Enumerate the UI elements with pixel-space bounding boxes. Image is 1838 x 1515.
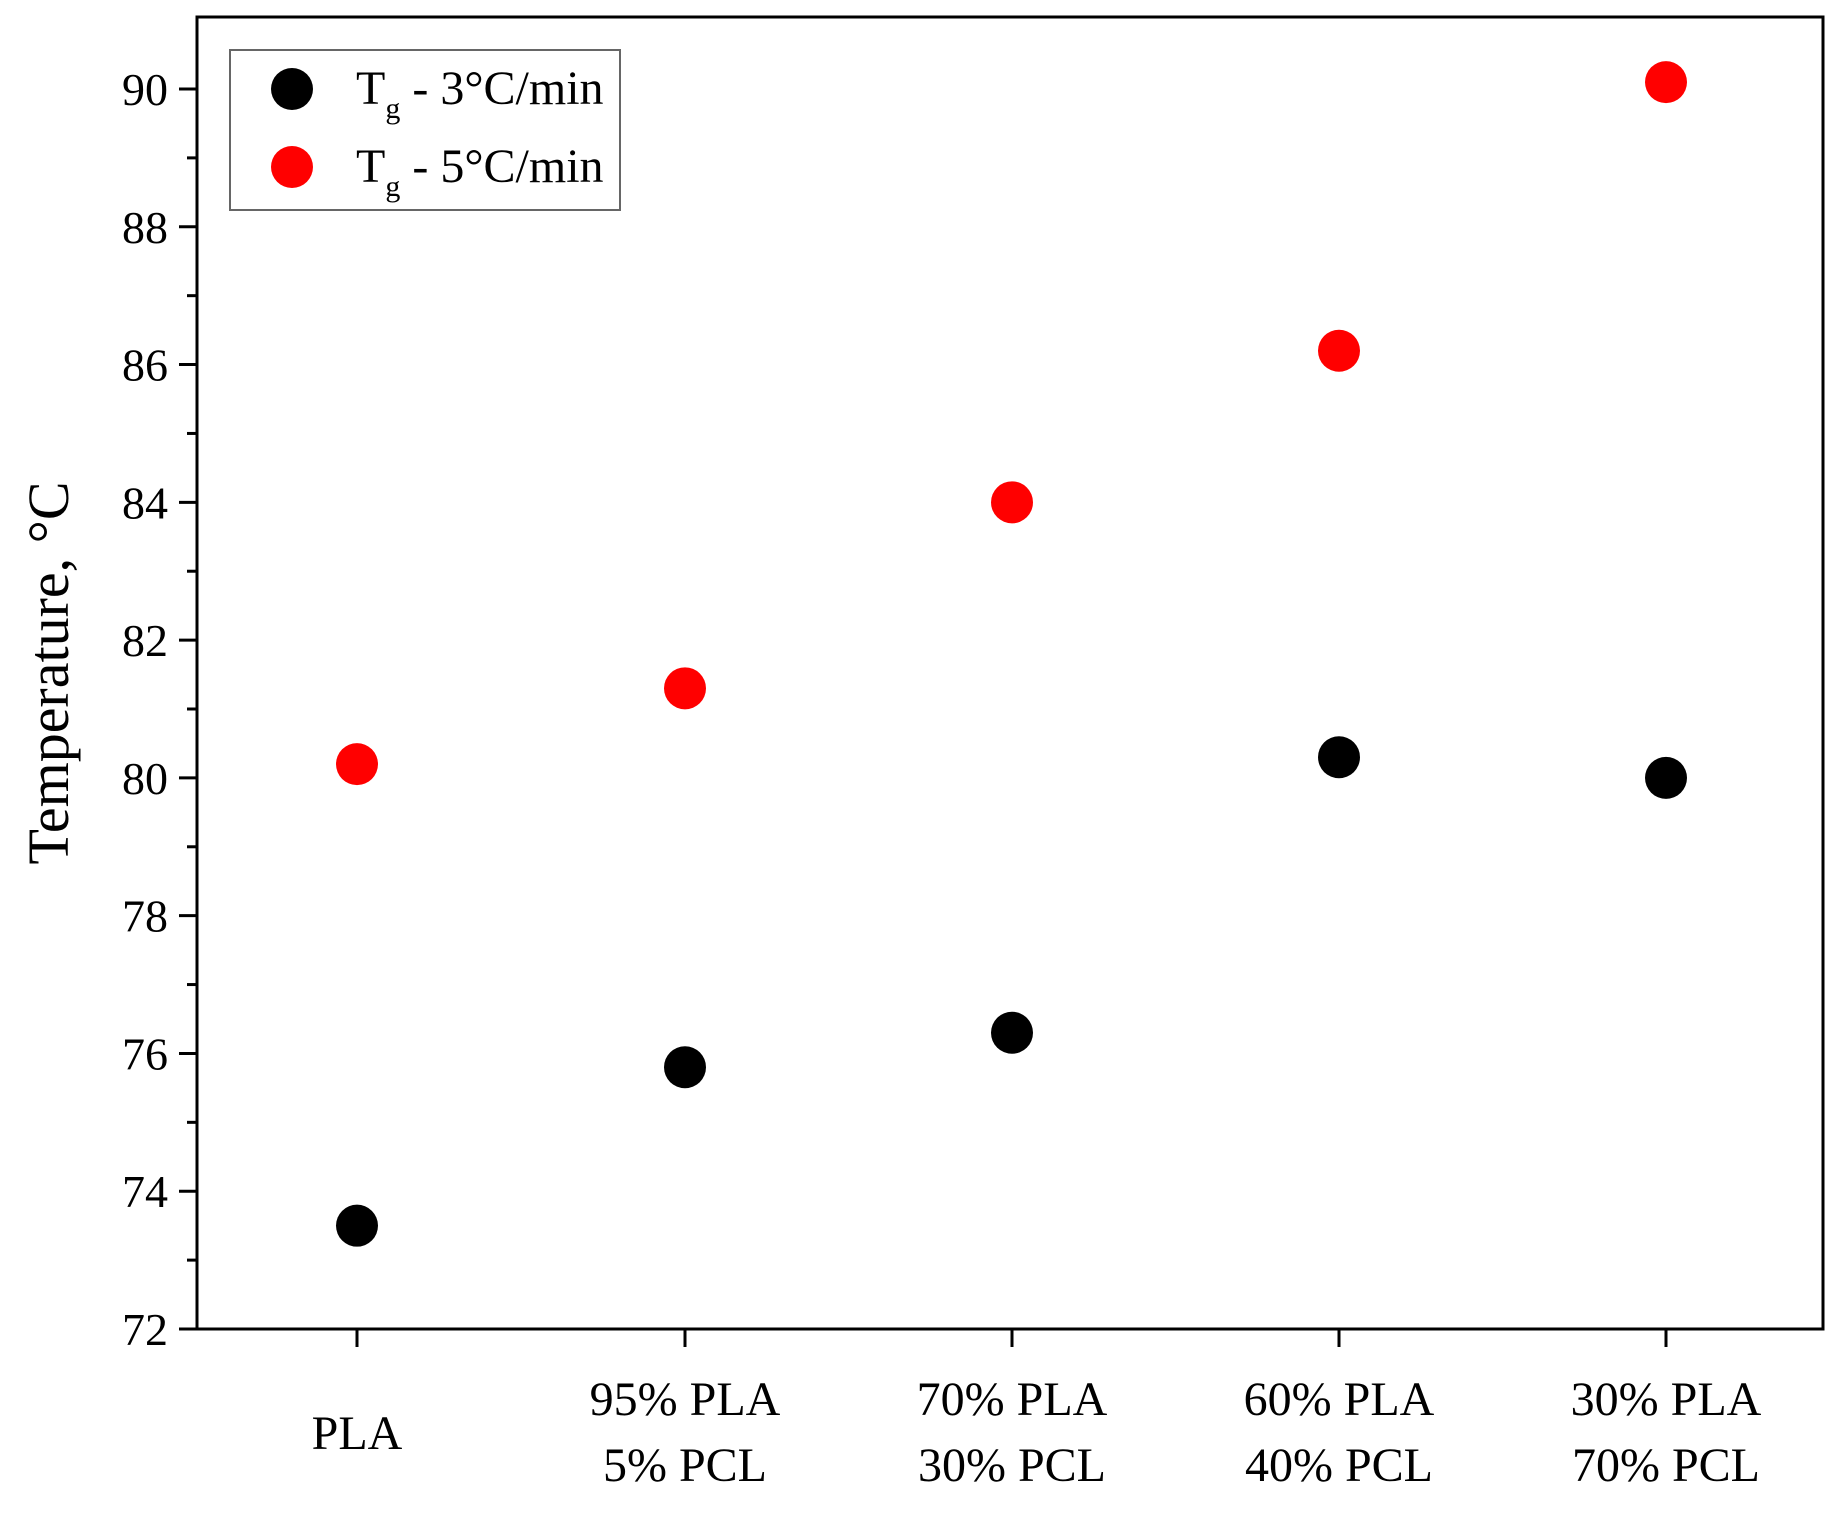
- legend-label-main: T: [356, 62, 385, 115]
- plot-frame: [195, 15, 1825, 1331]
- x-axis: PLA 95% PLA 5% PCL 70% PLA 30% PCL 60% PLA 40%…: [312, 1329, 1762, 1492]
- legend-label-rest: - 3°C/min: [400, 62, 603, 115]
- legend-label-sub: g: [385, 92, 400, 125]
- data-point-series-1: [1645, 756, 1687, 799]
- legend: Tg - 3°C/min Tg - 5°C/min: [229, 49, 621, 211]
- y-axis: 72 74 76 78 80 82 84 86 88 90: [122, 64, 197, 1355]
- y-tick-label: 76: [122, 1028, 168, 1079]
- x-category-label: 70% PLA: [917, 1373, 1108, 1426]
- y-tick-label: 72: [122, 1304, 168, 1355]
- y-tick-label: 74: [122, 1166, 168, 1217]
- y-tick-label: 90: [122, 64, 168, 115]
- legend-label-sub: g: [385, 170, 400, 203]
- y-tick-label: 80: [122, 753, 168, 804]
- y-tick-label: 84: [122, 477, 168, 528]
- data-points: [336, 61, 1687, 1247]
- data-point-series-2: [664, 667, 706, 710]
- x-category-label: 70% PCL: [1572, 1439, 1760, 1492]
- data-point-series-2: [1318, 329, 1360, 372]
- y-axis-title: Temperature, °C: [16, 481, 81, 864]
- legend-label-rest: - 5°C/min: [400, 140, 603, 193]
- y-tick-label: 88: [122, 202, 168, 253]
- legend-label-5c-min: Tg - 5°C/min: [356, 140, 604, 203]
- data-point-series-1: [664, 1046, 706, 1089]
- data-point-series-2: [336, 743, 378, 786]
- data-point-series-2: [991, 481, 1033, 524]
- y-tick-label: 78: [122, 891, 168, 942]
- data-point-series-2: [1645, 61, 1687, 104]
- legend-label-3c-min: Tg - 3°C/min: [356, 62, 604, 125]
- x-category-label: 30% PLA: [1571, 1373, 1762, 1426]
- y-tick-label: 86: [122, 340, 168, 391]
- x-category-label: 95% PLA: [590, 1373, 781, 1426]
- x-category-label: 5% PCL: [603, 1439, 767, 1492]
- x-category-label: 60% PLA: [1244, 1373, 1435, 1426]
- data-point-series-1: [336, 1204, 378, 1247]
- x-category-label: PLA: [312, 1407, 403, 1460]
- legend-marker-3c-min: [271, 68, 313, 110]
- data-point-series-1: [1318, 736, 1360, 779]
- data-point-series-1: [991, 1011, 1033, 1054]
- legend-label-main: T: [356, 140, 385, 193]
- legend-marker-5c-min: [271, 146, 313, 188]
- x-category-label: 40% PCL: [1245, 1439, 1433, 1492]
- x-category-label: 30% PCL: [918, 1439, 1106, 1492]
- y-tick-label: 82: [122, 615, 168, 666]
